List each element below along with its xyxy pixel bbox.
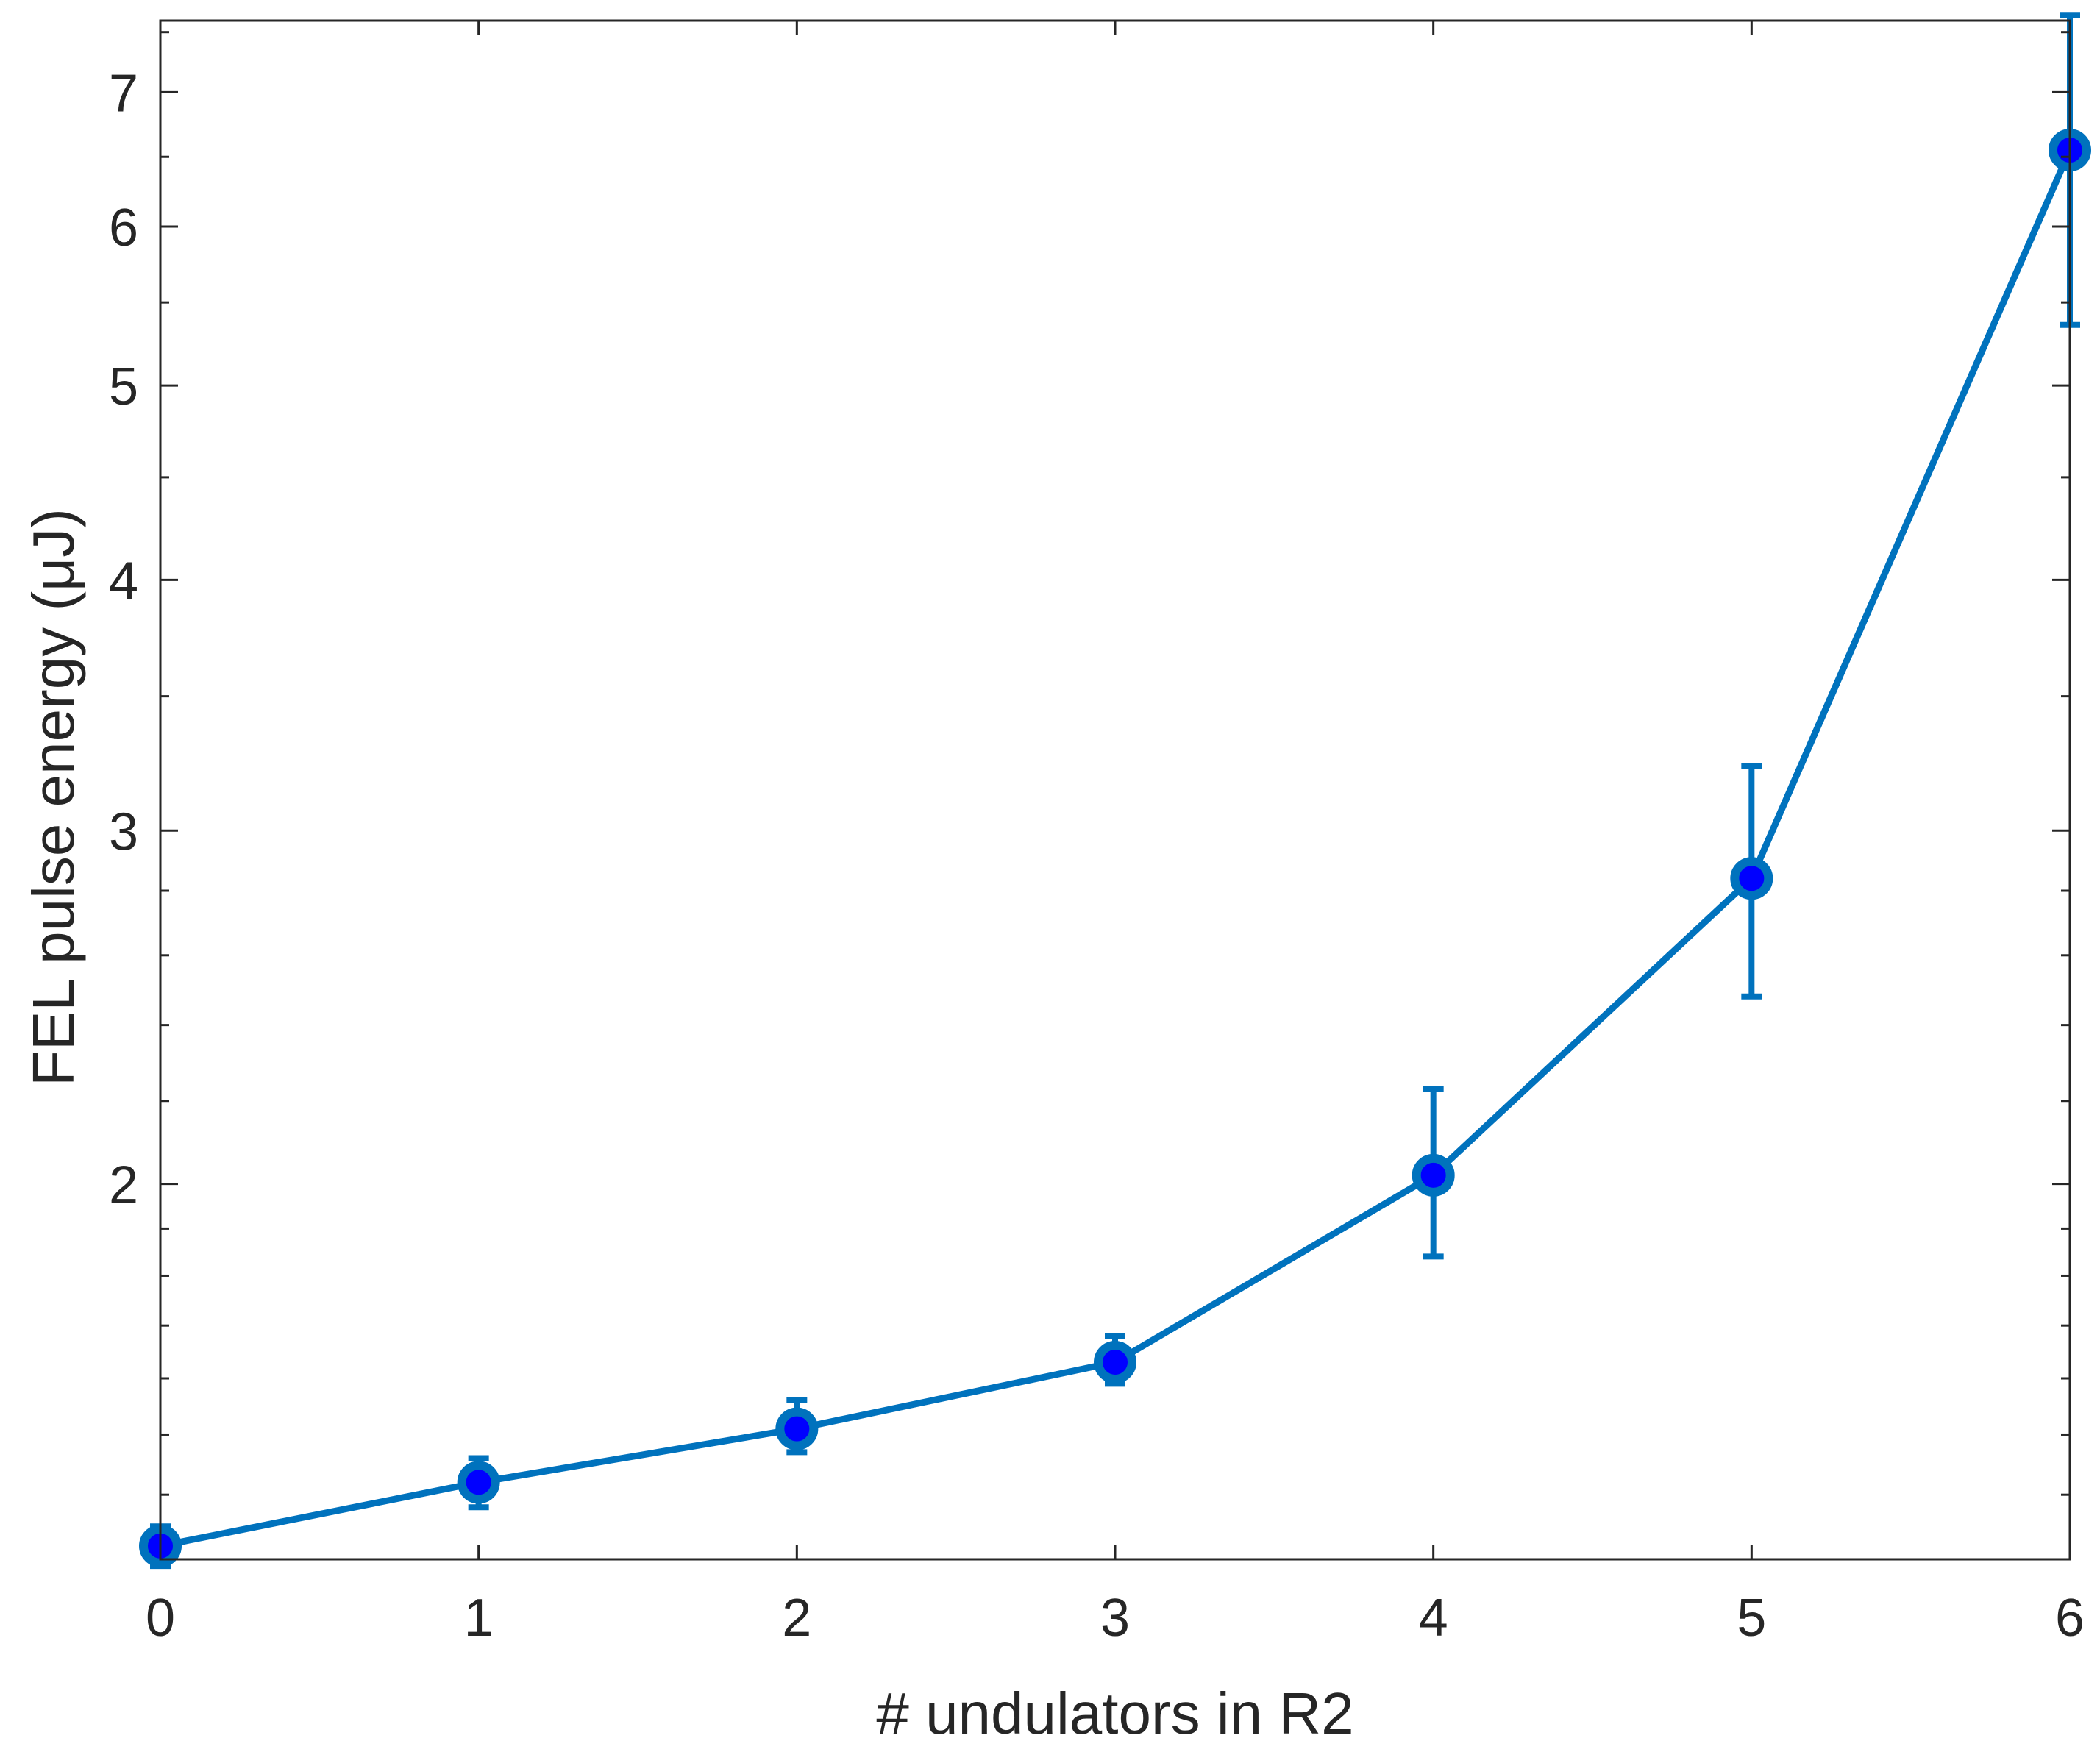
y-tick-labels: 2 3 4 5 6 7 [109,64,138,1214]
data-point [1730,857,1773,900]
x-tick-label: 1 [464,1589,494,1648]
y-tick-label: 3 [109,802,138,861]
y-tick-label: 7 [109,64,138,123]
x-tick-label: 4 [1419,1589,1448,1648]
data-point [1412,1153,1455,1197]
x-tick-label: 2 [782,1589,811,1648]
axes [159,19,2071,1561]
x-tick-label: 6 [2055,1589,2085,1648]
y-tick-label: 4 [109,552,138,610]
x-axis-label: # undulators in R2 [876,1681,1353,1746]
x-tick-label: 0 [146,1589,175,1648]
x-tick-label: 3 [1100,1589,1130,1648]
data-point [775,1407,819,1450]
data-point [1094,1340,1136,1384]
y-axis-label: FEL pulse energy (μJ) [21,508,86,1086]
data-point [457,1461,500,1504]
y-tick-label: 2 [109,1156,138,1215]
x-tick-label: 5 [1737,1589,1766,1648]
y-tick-label: 6 [109,199,138,257]
y-tick-label: 5 [109,357,138,416]
x-tick-labels: 0 1 2 3 4 5 6 [146,1589,2085,1648]
